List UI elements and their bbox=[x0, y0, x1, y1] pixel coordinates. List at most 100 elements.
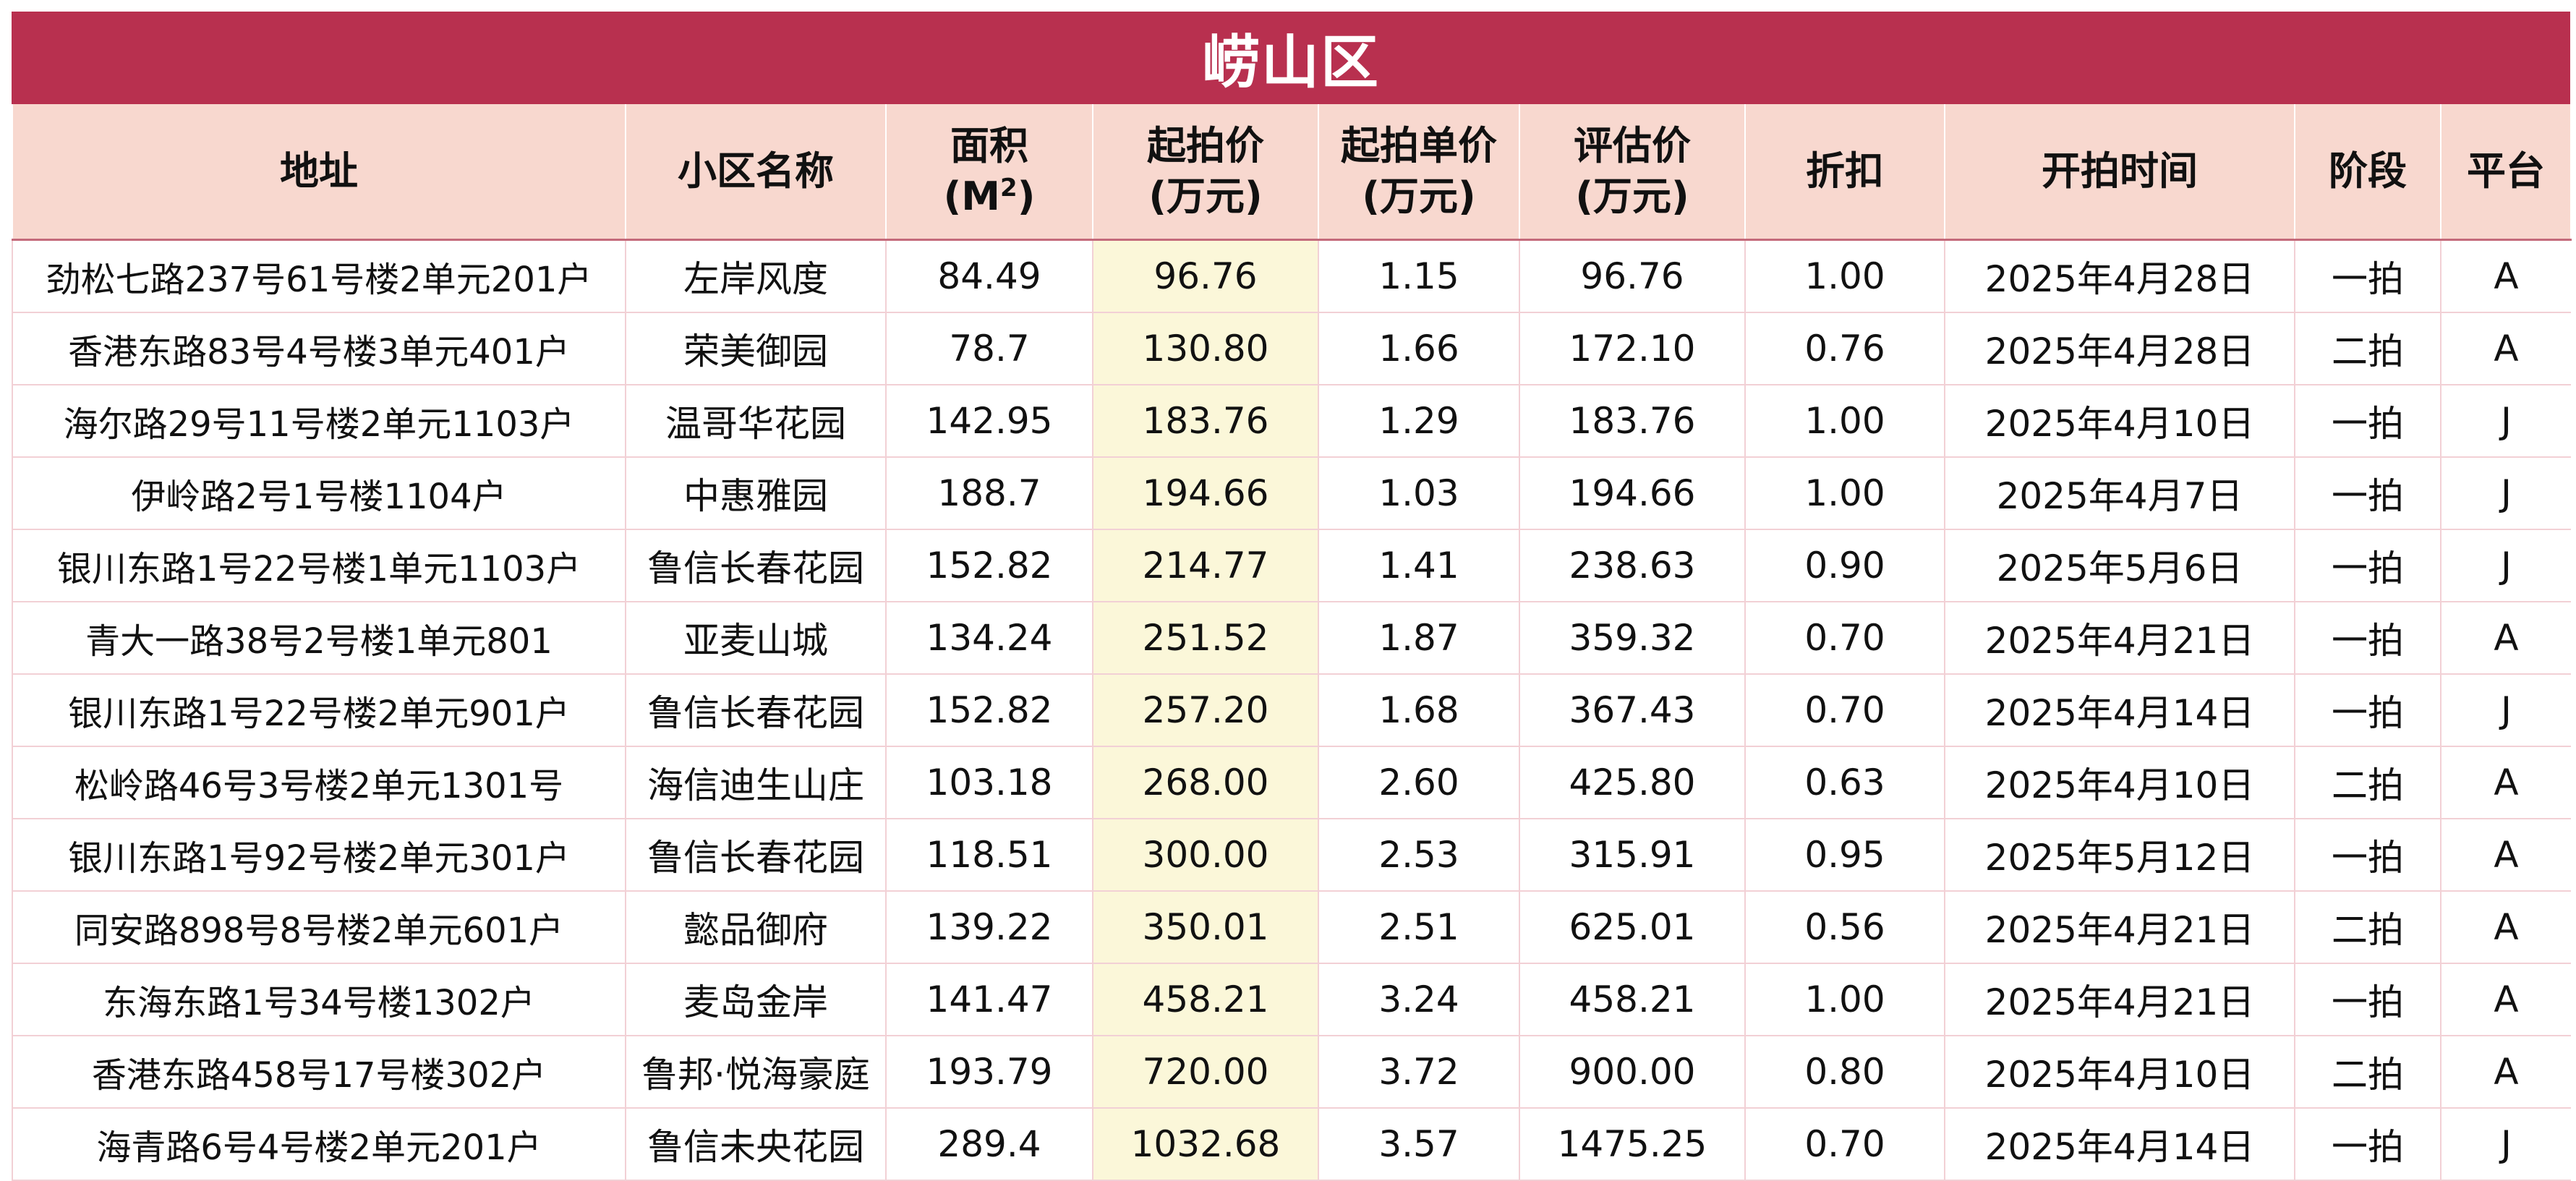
header-start-time: 开拍时间 bbox=[1944, 104, 2295, 241]
cell-unit-price: 2.51 bbox=[1318, 891, 1519, 964]
cell-discount: 0.70 bbox=[1744, 674, 1945, 747]
cell-unit-price: 1.66 bbox=[1318, 312, 1519, 385]
cell-stage: 一拍 bbox=[2294, 602, 2441, 675]
cell-start-time: 2025年4月21日 bbox=[1944, 602, 2295, 675]
table-row: 银川东路1号22号楼2单元901户 鲁信长春花园 152.82 257.20 1.68 3… bbox=[12, 674, 2571, 747]
cell-unit-price: 1.41 bbox=[1318, 529, 1519, 602]
cell-area: 139.22 bbox=[885, 891, 1093, 964]
cell-unit-price: 1.15 bbox=[1318, 239, 1519, 313]
cell-start-time: 2025年4月21日 bbox=[1944, 891, 2295, 964]
table-row: 海尔路29号11号楼2单元1103户 温哥华花园 142.95 183.76 1.29 1… bbox=[12, 385, 2571, 458]
cell-discount: 1.00 bbox=[1744, 457, 1945, 530]
cell-appraisal: 458.21 bbox=[1519, 963, 1745, 1036]
cell-address: 海青路6号4号楼2单元201户 bbox=[12, 1108, 626, 1181]
cell-platform: A bbox=[2440, 602, 2571, 675]
cell-community: 鲁信长春花园 bbox=[625, 674, 886, 747]
cell-start-time: 2025年5月12日 bbox=[1944, 819, 2295, 892]
cell-platform: A bbox=[2440, 891, 2571, 964]
cell-stage: 一拍 bbox=[2294, 674, 2441, 747]
cell-unit-price: 3.72 bbox=[1318, 1036, 1519, 1109]
cell-address: 松岭路46号3号楼2单元1301号 bbox=[12, 746, 626, 819]
cell-unit-price: 3.57 bbox=[1318, 1108, 1519, 1181]
cell-community: 鲁信长春花园 bbox=[625, 529, 886, 602]
cell-discount: 0.80 bbox=[1744, 1036, 1945, 1109]
cell-address: 银川东路1号22号楼1单元1103户 bbox=[12, 529, 626, 602]
cell-appraisal: 238.63 bbox=[1519, 529, 1745, 602]
cell-stage: 一拍 bbox=[2294, 239, 2441, 313]
cell-address: 东海东路1号34号楼1302户 bbox=[12, 963, 626, 1036]
header-discount: 折扣 bbox=[1744, 104, 1945, 241]
cell-appraisal: 315.91 bbox=[1519, 819, 1745, 892]
cell-start-time: 2025年4月7日 bbox=[1944, 457, 2295, 530]
cell-address: 银川东路1号92号楼2单元301户 bbox=[12, 819, 626, 892]
cell-start-price: 257.20 bbox=[1092, 674, 1318, 747]
cell-discount: 0.70 bbox=[1744, 1108, 1945, 1181]
cell-address: 同安路898号8号楼2单元601户 bbox=[12, 891, 626, 964]
cell-start-price: 130.80 bbox=[1092, 312, 1318, 385]
cell-platform: A bbox=[2440, 239, 2571, 313]
cell-community: 鲁信未央花园 bbox=[625, 1108, 886, 1181]
table-row: 伊岭路2号1号楼1104户 中惠雅园 188.7 194.66 1.03 194.66 1.… bbox=[12, 457, 2571, 530]
cell-discount: 1.00 bbox=[1744, 963, 1945, 1036]
cell-unit-price: 2.60 bbox=[1318, 746, 1519, 819]
cell-discount: 0.90 bbox=[1744, 529, 1945, 602]
cell-platform: A bbox=[2440, 312, 2571, 385]
header-area: 面积 (M2) bbox=[885, 104, 1093, 241]
cell-area: 142.95 bbox=[885, 385, 1093, 458]
table-row: 东海东路1号34号楼1302户 麦岛金岸 141.47 458.21 3.24 458.2… bbox=[12, 963, 2571, 1036]
cell-appraisal: 625.01 bbox=[1519, 891, 1745, 964]
sheet-title: 崂山区 bbox=[12, 12, 2570, 104]
table-row: 香港东路458号17号楼302户 鲁邦·悦海豪庭 193.79 720.00 3.72 9… bbox=[12, 1036, 2571, 1109]
cell-discount: 1.00 bbox=[1744, 385, 1945, 458]
cell-start-price: 720.00 bbox=[1092, 1036, 1318, 1109]
cell-discount: 0.70 bbox=[1744, 602, 1945, 675]
cell-area: 103.18 bbox=[885, 746, 1093, 819]
table-row: 银川东路1号22号楼1单元1103户 鲁信长春花园 152.82 214.77 1.41… bbox=[12, 529, 2571, 602]
cell-appraisal: 96.76 bbox=[1519, 239, 1745, 313]
cell-community: 温哥华花园 bbox=[625, 385, 886, 458]
cell-start-time: 2025年5月6日 bbox=[1944, 529, 2295, 602]
header-platform: 平台 bbox=[2440, 104, 2572, 241]
cell-stage: 二拍 bbox=[2294, 1036, 2441, 1109]
cell-address: 伊岭路2号1号楼1104户 bbox=[12, 457, 626, 530]
cell-discount: 0.63 bbox=[1744, 746, 1945, 819]
cell-unit-price: 3.24 bbox=[1318, 963, 1519, 1036]
cell-community: 海信迪生山庄 bbox=[625, 746, 886, 819]
cell-start-price: 350.01 bbox=[1092, 891, 1318, 964]
cell-platform: A bbox=[2440, 819, 2571, 892]
cell-unit-price: 1.03 bbox=[1318, 457, 1519, 530]
cell-appraisal: 900.00 bbox=[1519, 1036, 1745, 1109]
table-row: 松岭路46号3号楼2单元1301号 海信迪生山庄 103.18 268.00 2.60 4… bbox=[12, 746, 2571, 819]
cell-stage: 一拍 bbox=[2294, 529, 2441, 602]
table-row: 同安路898号8号楼2单元601户 懿品御府 139.22 350.01 2.51 625… bbox=[12, 891, 2571, 964]
cell-area: 141.47 bbox=[885, 963, 1093, 1036]
table-row: 银川东路1号92号楼2单元301户 鲁信长春花园 118.51 300.00 2.53 3… bbox=[12, 819, 2571, 892]
cell-area: 188.7 bbox=[885, 457, 1093, 530]
cell-community: 麦岛金岸 bbox=[625, 963, 886, 1036]
cell-start-time: 2025年4月21日 bbox=[1944, 963, 2295, 1036]
cell-start-price: 458.21 bbox=[1092, 963, 1318, 1036]
cell-start-time: 2025年4月10日 bbox=[1944, 746, 2295, 819]
cell-address: 青大一路38号2号楼1单元801 bbox=[12, 602, 626, 675]
cell-unit-price: 1.29 bbox=[1318, 385, 1519, 458]
header-community: 小区名称 bbox=[625, 104, 887, 241]
cell-platform: A bbox=[2440, 963, 2571, 1036]
cell-stage: 一拍 bbox=[2294, 1108, 2441, 1181]
table-body: 劲松七路237号61号楼2单元201户 左岸风度 84.49 96.76 1.15 96.… bbox=[12, 239, 2571, 1181]
cell-appraisal: 183.76 bbox=[1519, 385, 1745, 458]
cell-community: 荣美御园 bbox=[625, 312, 886, 385]
cell-stage: 一拍 bbox=[2294, 819, 2441, 892]
cell-stage: 一拍 bbox=[2294, 457, 2441, 530]
cell-area: 84.49 bbox=[885, 239, 1093, 313]
cell-area: 118.51 bbox=[885, 819, 1093, 892]
cell-start-price: 268.00 bbox=[1092, 746, 1318, 819]
cell-platform: J bbox=[2440, 674, 2571, 747]
cell-discount: 0.76 bbox=[1744, 312, 1945, 385]
auction-sheet: 崂山区 地址 小区名称 面积 (M2) 起拍价 bbox=[12, 12, 2572, 1181]
cell-start-time: 2025年4月10日 bbox=[1944, 1036, 2295, 1109]
cell-platform: J bbox=[2440, 529, 2571, 602]
header-start-price: 起拍价 (万元) bbox=[1092, 104, 1319, 241]
cell-community: 亚麦山城 bbox=[625, 602, 886, 675]
cell-address: 香港东路83号4号楼3单元401户 bbox=[12, 312, 626, 385]
cell-address: 银川东路1号22号楼2单元901户 bbox=[12, 674, 626, 747]
